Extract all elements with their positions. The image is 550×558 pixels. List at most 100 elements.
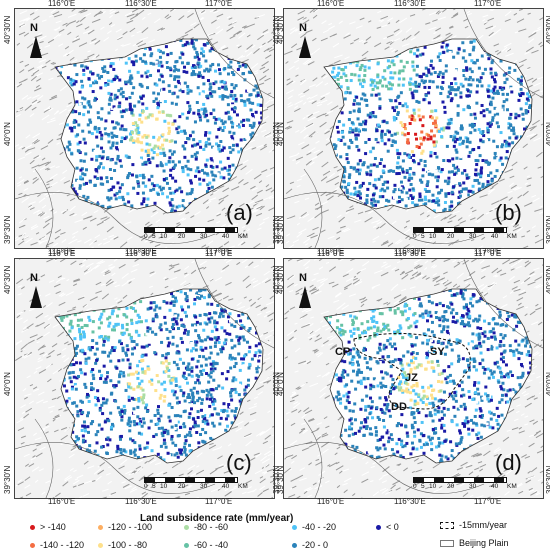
scale-tick: 20 [178,483,186,490]
y-tick-label: 40°0'N [545,122,550,146]
x-tick-label: 117°0'E [474,0,502,8]
x-tick-label: 116°30'E [394,247,426,256]
legend-swatch [184,524,189,530]
map-panel-d [283,258,544,499]
legend-label: -80 - -60 [194,522,229,532]
y-tick-label: 40°0'N [3,122,12,146]
y-tick-label: 39°30'N [272,215,281,244]
x-tick-label: 116°0'E [48,0,76,8]
legend-item: < 0 [376,522,399,532]
scale-tick: 40 [491,233,499,240]
region-label-dd: DD [391,401,407,413]
legend-boundary-item: Beijing Plain [440,538,509,548]
x-tick-label: 116°30'E [125,247,157,256]
scale-bar: 0 5 10 20 30 40 KM [144,477,254,491]
north-arrow: N [30,272,42,308]
north-arrow-icon [30,286,42,308]
x-tick-label: 116°30'E [125,497,157,506]
legend-item: -100 - -80 [98,540,147,550]
north-arrow: N [299,22,311,58]
legend-swatch [30,542,35,548]
scale-tick: 30 [200,483,208,490]
legend-label: > -140 [40,522,66,532]
beijing-plain-boundary [323,288,533,464]
scale-tick: 40 [222,483,230,490]
north-arrow-icon [30,36,42,58]
panel-label: (c) [226,450,252,475]
boundary-label: -15mm/year [459,520,508,530]
panel-label: (b) [495,200,522,225]
beijing-plain-boundary [54,288,264,464]
scale-tick: 40 [491,483,499,490]
x-tick-label: 117°0'E [205,247,233,256]
scale-unit: KM [238,483,248,490]
map-panel-c [14,258,275,499]
scale-bar: 0 5 10 20 30 40 KM [413,227,523,241]
x-tick-label: 117°0'E [205,497,233,506]
x-tick-label: 116°0'E [48,247,76,256]
legend-item: -80 - -60 [184,522,228,532]
legend-label: -20 - 0 [302,540,329,550]
scale-tick: 10 [160,483,168,490]
admin-boundary-lines [284,259,543,498]
map-panel-a [14,8,275,249]
map-canvas [284,9,543,248]
y-tick-label: 40°30'N [545,15,550,44]
scale-tick: 10 [429,483,437,490]
y-tick-label: 40°30'N [3,265,12,294]
scale-tick: 30 [469,233,477,240]
scale-tick: 10 [429,233,437,240]
scale-tick: 0 [413,483,417,490]
x-tick-label: 116°30'E [125,0,157,8]
scale-unit: KM [238,233,248,240]
scale-tick: 20 [178,233,186,240]
y-tick-label: 40°0'N [272,372,281,396]
x-tick-label: 117°0'E [205,249,233,258]
legend-title: Land subsidence rate (mm/year) [140,513,294,524]
region-label-jz: JZ [405,372,418,384]
north-label: N [30,22,38,34]
x-tick-label: 116°30'E [394,249,426,258]
legend-label: -120 - -100 [108,522,153,532]
region-label-sy: SY [430,346,445,358]
y-tick-label: 40°0'N [3,372,12,396]
x-tick-label: 117°0'E [474,497,502,506]
y-tick-label: 39°30'N [3,465,12,494]
legend-swatch [376,524,381,530]
boundary-swatch [440,521,454,529]
scale-tick: 5 [152,233,156,240]
north-label: N [299,22,307,34]
legend-label: -40 - -20 [302,522,337,532]
subsidence-15mm-contour [353,332,471,410]
map-canvas [15,9,274,248]
scale-tick: 30 [200,233,208,240]
y-tick-label: 39°30'N [3,215,12,244]
north-arrow-icon [299,286,311,308]
legend-item: -120 - -100 [98,522,152,532]
y-tick-label: 39°30'N [545,215,550,244]
legend-label: -60 - -40 [194,540,229,550]
north-arrow: N [299,272,311,308]
legend-swatch [98,542,103,548]
scale-bar: 0 5 10 20 30 40 KM [413,477,523,491]
panel-label: (a) [226,200,253,225]
scale-tick: 5 [152,483,156,490]
y-tick-label: 40°0'N [545,372,550,396]
boundary-label: Beijing Plain [459,538,509,548]
beijing-plain-boundary [54,38,264,214]
scale-tick: 30 [469,483,477,490]
scale-tick: 20 [447,483,455,490]
legend-swatch [184,542,189,548]
legend-swatch [292,524,297,530]
beijing-plain-boundary [323,38,533,214]
map-canvas [15,259,274,498]
legend-label: -100 - -80 [108,540,148,550]
north-label: N [30,272,38,284]
beijing-plain-area [55,289,263,463]
x-tick-label: 116°30'E [394,0,426,8]
x-tick-label: 116°0'E [48,249,76,258]
x-tick-label: 117°0'E [205,0,233,8]
x-tick-label: 116°30'E [125,249,157,258]
x-tick-label: 117°0'E [474,249,502,258]
legend-label: < 0 [386,522,399,532]
